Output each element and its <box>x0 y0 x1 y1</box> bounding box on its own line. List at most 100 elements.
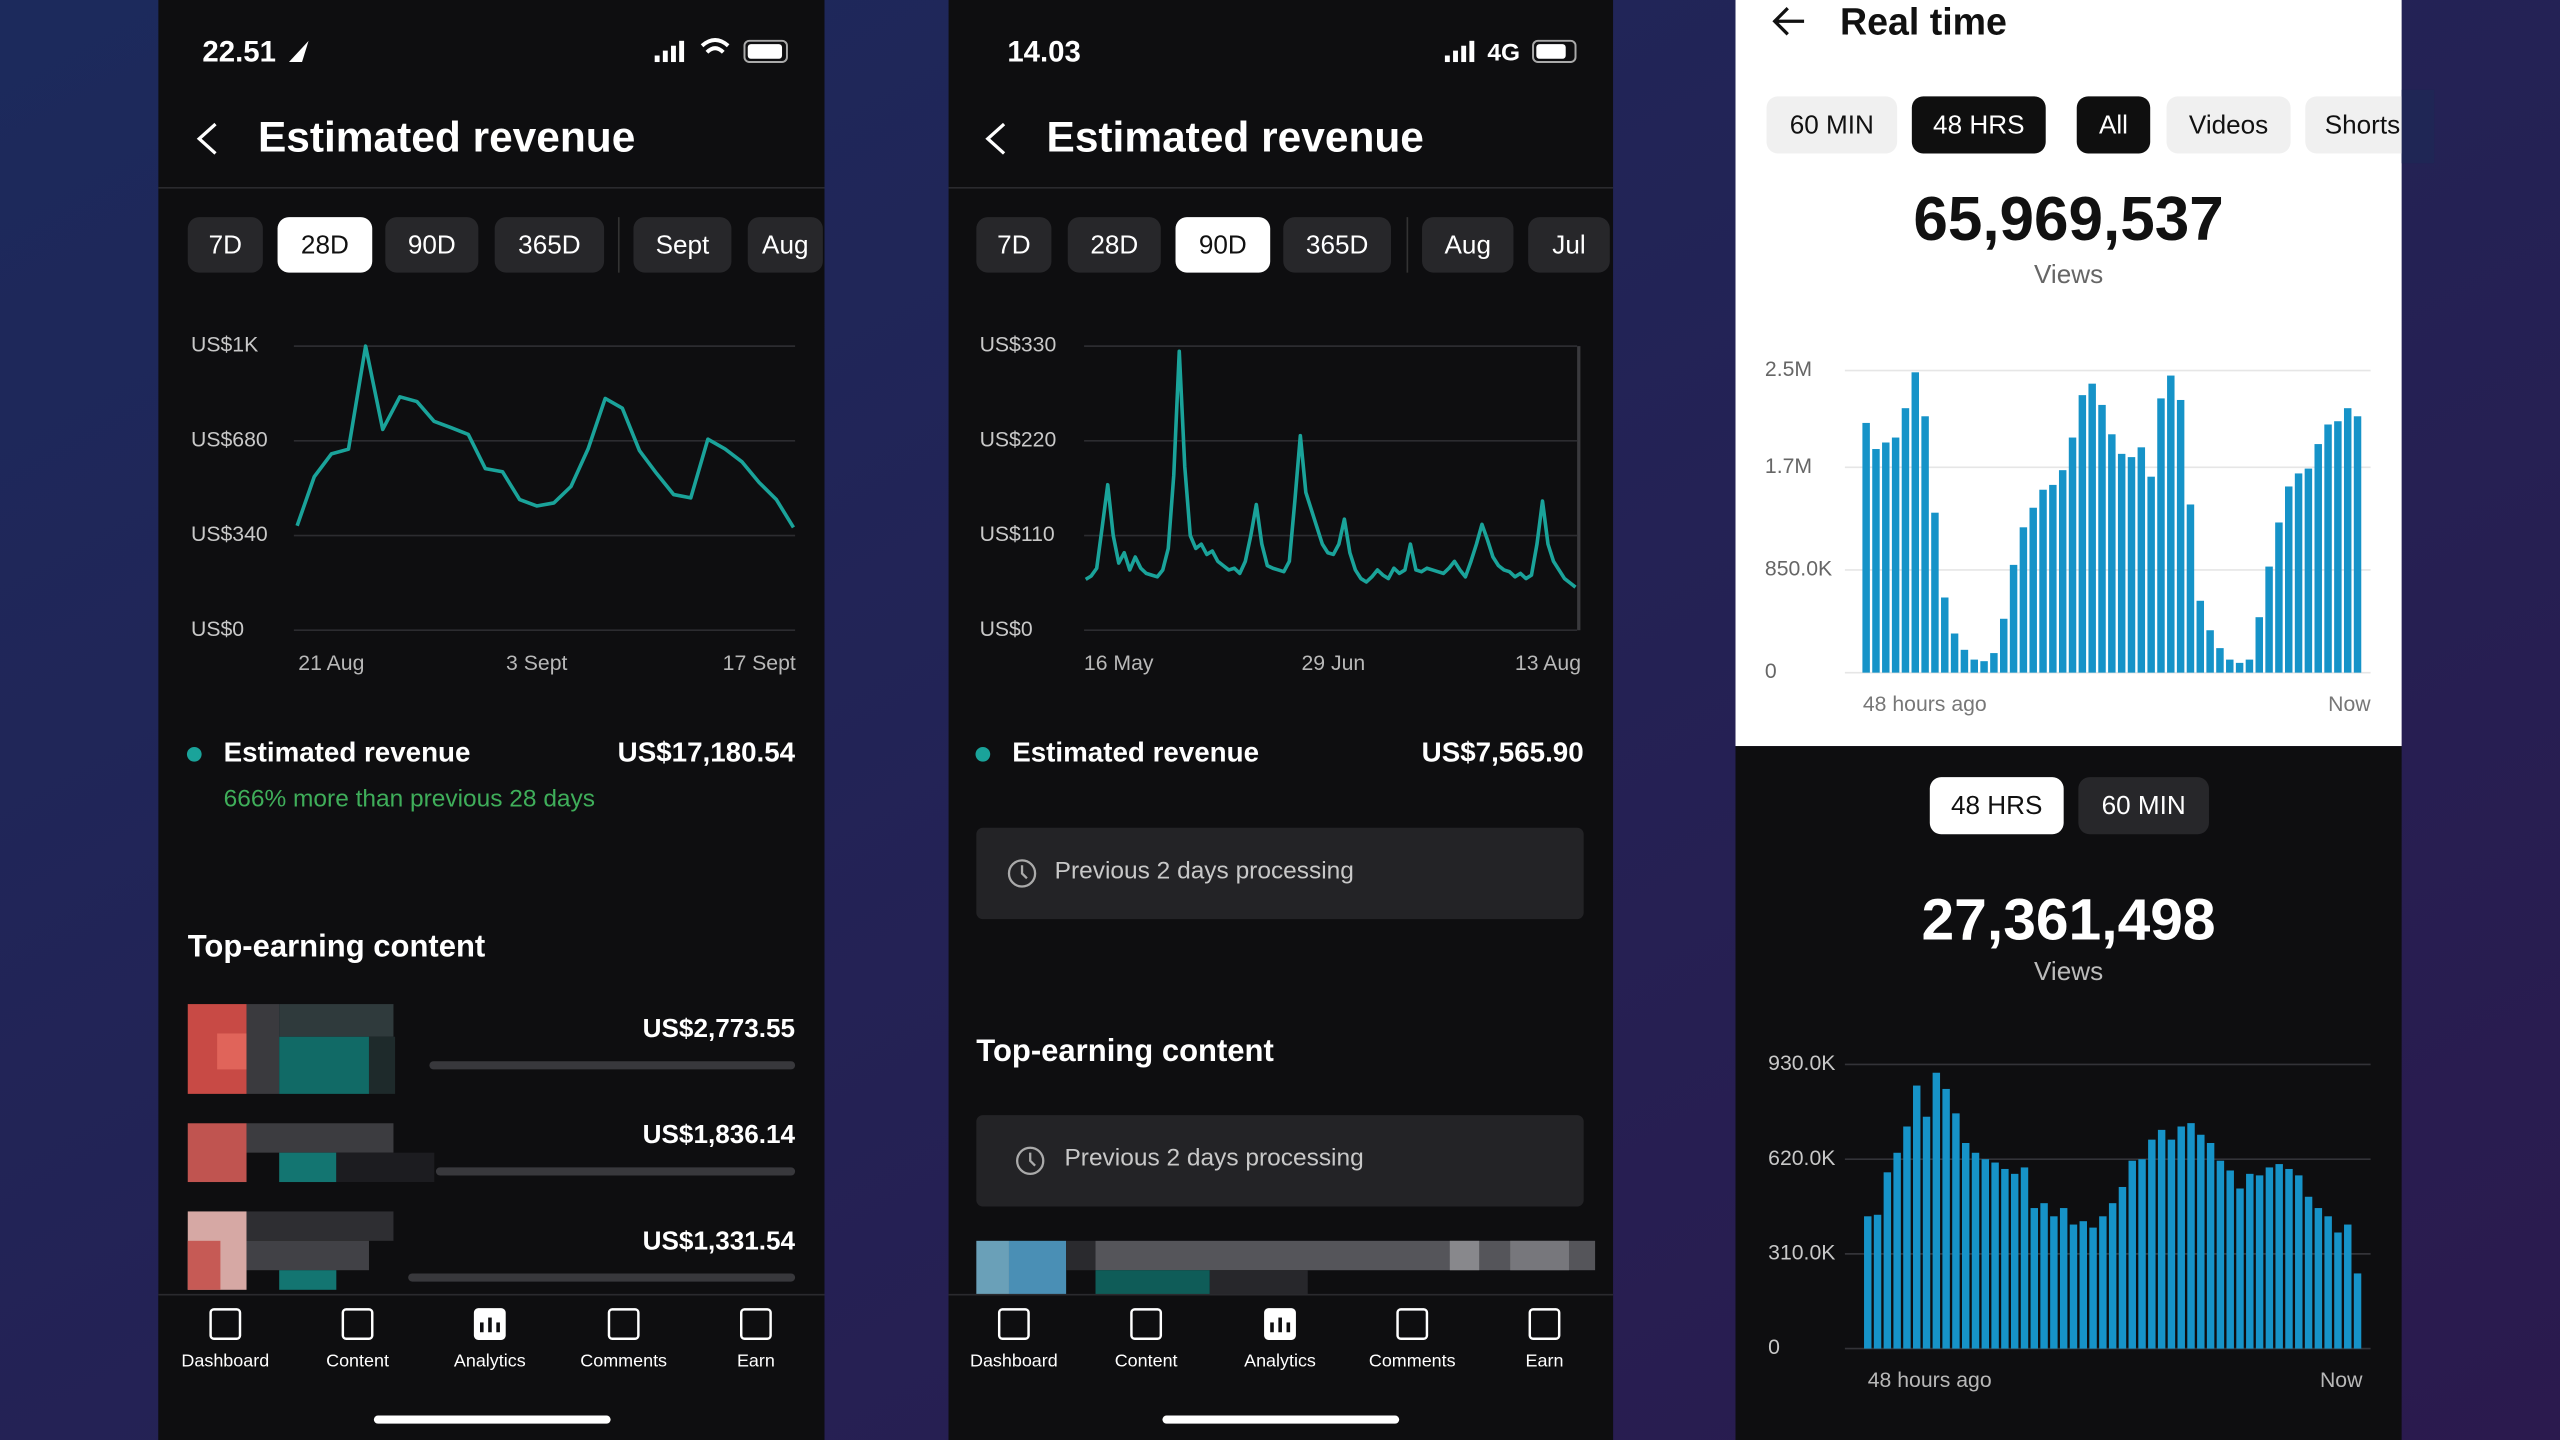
bar <box>2304 1196 2313 1349</box>
tab-label[interactable]: 365D <box>518 229 580 259</box>
tab-label[interactable]: 7D <box>997 229 1030 259</box>
tab-label[interactable]: 7D <box>209 229 242 259</box>
tab[interactable] <box>1528 217 1610 273</box>
tab[interactable] <box>2305 96 2420 154</box>
nav-label[interactable]: Comments <box>580 1350 667 1370</box>
progress-tracks <box>408 1061 796 1282</box>
tab-label[interactable]: Aug <box>1445 229 1491 259</box>
nav-icon[interactable] <box>740 1308 772 1340</box>
y-tick-label: 2.5M <box>1765 358 1812 381</box>
bar <box>2108 434 2116 673</box>
back-button[interactable] <box>196 122 217 155</box>
tab[interactable] <box>1283 217 1392 273</box>
tab-label[interactable]: Videos <box>2189 109 2268 139</box>
tab[interactable] <box>187 217 263 273</box>
nav-icon[interactable] <box>341 1308 374 1340</box>
tab[interactable] <box>1175 217 1271 273</box>
bar <box>2275 1164 2283 1349</box>
bar <box>2186 504 2195 673</box>
bar <box>1961 1142 1970 1349</box>
summary-label: Estimated revenue <box>1012 737 1259 768</box>
tab[interactable] <box>1766 96 1898 154</box>
nav-icon[interactable] <box>607 1308 640 1340</box>
tab[interactable] <box>747 217 823 273</box>
summary-value: US$7,565.90 <box>1422 737 1584 768</box>
tab-label[interactable]: Shorts <box>2325 109 2400 139</box>
nav-label[interactable]: Comments <box>1369 1350 1456 1370</box>
tab[interactable] <box>633 217 732 273</box>
nav-icon[interactable] <box>1130 1308 1163 1340</box>
tab[interactable] <box>976 217 1052 273</box>
tab-label[interactable]: 60 MIN <box>1790 109 1874 139</box>
tab[interactable] <box>494 217 605 273</box>
battery-level[interactable] <box>747 44 783 59</box>
tab-label[interactable]: 365D <box>1306 229 1368 259</box>
nav-icon[interactable] <box>1528 1308 1561 1340</box>
bar <box>1882 442 1890 673</box>
tab-label[interactable]: 48 HRS <box>1933 109 2024 139</box>
nav-label[interactable]: Analytics <box>454 1350 526 1370</box>
bar <box>1872 449 1880 673</box>
tab[interactable] <box>385 217 479 273</box>
bar <box>2108 1203 2117 1349</box>
location-icon <box>288 40 309 63</box>
processing-note: Previous 2 days processing <box>1064 1145 1363 1172</box>
tab[interactable] <box>1911 96 2046 154</box>
nav-icon[interactable] <box>1396 1308 1429 1340</box>
tab[interactable] <box>1067 217 1161 273</box>
status-time: 22.51 <box>202 36 276 69</box>
views-total: 65,969,537 <box>1913 185 2223 254</box>
tab-label[interactable]: Jul <box>1552 229 1585 259</box>
y-tick-label: US$1K <box>191 334 258 357</box>
tab-label[interactable]: Sept <box>656 229 710 259</box>
back-button[interactable] <box>985 122 1006 155</box>
battery-level <box>1536 44 1566 59</box>
bar <box>2265 1167 2274 1349</box>
tab[interactable] <box>2078 777 2209 835</box>
nav-icon[interactable] <box>209 1308 242 1340</box>
tab-label[interactable]: 28D <box>301 229 349 259</box>
bar <box>2078 395 2087 673</box>
tab[interactable] <box>277 217 373 273</box>
tab-label[interactable]: 60 MIN <box>2102 790 2186 820</box>
bar <box>2001 1168 2009 1349</box>
bar <box>1950 633 1959 673</box>
nav-label[interactable]: Dashboard <box>970 1350 1058 1370</box>
nav-label[interactable]: Dashboard <box>181 1350 269 1370</box>
nav-label[interactable]: Content <box>326 1350 389 1370</box>
nav-label[interactable]: Earn <box>1526 1350 1564 1370</box>
tab[interactable] <box>1422 217 1514 273</box>
tab-label[interactable]: 48 HRS <box>1951 790 2042 820</box>
bar <box>2099 1216 2107 1349</box>
y-tick-label: 930.0K <box>1768 1052 1835 1075</box>
x-tick-label: 17 Sept <box>723 652 796 675</box>
content-earning: US$1,836.14 <box>643 1119 796 1149</box>
tab-label[interactable]: 28D <box>1090 229 1138 259</box>
tab-label[interactable]: Aug <box>762 229 808 259</box>
bar <box>2029 507 2037 673</box>
page-title: Estimated revenue <box>258 114 635 161</box>
thumbnails <box>976 1240 1596 1300</box>
y-tick-label: US$0 <box>191 618 244 641</box>
bar <box>2334 1232 2342 1349</box>
signal-icon <box>654 40 685 63</box>
processing-note: Previous 2 days processing <box>1055 857 1354 884</box>
y-tick-label: US$110 <box>980 523 1055 546</box>
tab[interactable] <box>2166 96 2291 154</box>
nav-label[interactable]: Analytics <box>1244 1350 1316 1370</box>
nav-icon[interactable] <box>997 1308 1030 1340</box>
x-tick-label: Now <box>2328 693 2371 716</box>
bar <box>2343 408 2352 673</box>
bar <box>2235 662 2244 673</box>
tab-label[interactable]: 90D <box>1199 229 1247 259</box>
bar <box>2009 564 2018 673</box>
revenue-line <box>1084 349 1577 589</box>
tab[interactable] <box>1929 777 2064 835</box>
tab[interactable] <box>2076 96 2151 154</box>
tab-label[interactable]: All <box>2099 109 2128 139</box>
nav-label[interactable]: Content <box>1115 1350 1178 1370</box>
back-button[interactable] <box>1772 7 1805 36</box>
tab-label[interactable]: 90D <box>408 229 456 259</box>
nav-label[interactable]: Earn <box>737 1350 775 1370</box>
